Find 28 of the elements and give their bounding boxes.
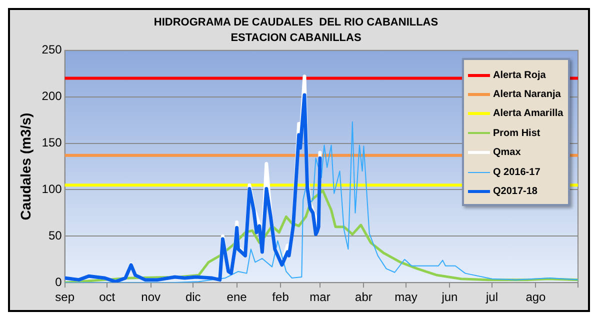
x-tick-label: nov (141, 290, 160, 304)
x-tick-label: abr (355, 290, 372, 304)
legend-label: Alerta Roja (493, 70, 546, 81)
x-tick-label: mar (310, 290, 330, 304)
x-tick-label: dic (185, 290, 201, 304)
y-tick-label: 150 (42, 136, 62, 150)
x-tick-label: jun (440, 290, 458, 304)
y-axis-title: Caudales (m3/s) (17, 112, 34, 220)
y-tick-label: 250 (42, 42, 62, 57)
y-tick-label: 0 (55, 274, 62, 289)
chart-title: HIDROGRAMA DE CAUDALES DEL RIO CABANILLAS (154, 16, 438, 29)
x-tick-label: may (394, 290, 418, 304)
y-tick-label: 200 (42, 89, 62, 104)
x-tick-label: ago (526, 290, 546, 304)
x-tick-label: oct (99, 290, 116, 304)
legend-label: Alerta Naranja (493, 88, 561, 100)
x-tick-label: jul (484, 290, 498, 304)
chart-subtitle: ESTACION CABANILLAS (230, 32, 362, 44)
y-tick-label: 100 (42, 182, 62, 196)
x-tick-label: sep (55, 290, 75, 304)
legend-label: Alerta Amarilla (493, 108, 564, 120)
y-tick-label: 50 (48, 228, 62, 242)
x-tick-label: feb (272, 290, 290, 304)
legend-label: Q2017-18 (493, 186, 538, 197)
legend-label: Prom Hist (493, 128, 540, 139)
legend-label: Q 2016-17 (493, 166, 540, 178)
x-tick-label: ene (226, 290, 248, 304)
legend-label: Qmax (493, 147, 521, 158)
